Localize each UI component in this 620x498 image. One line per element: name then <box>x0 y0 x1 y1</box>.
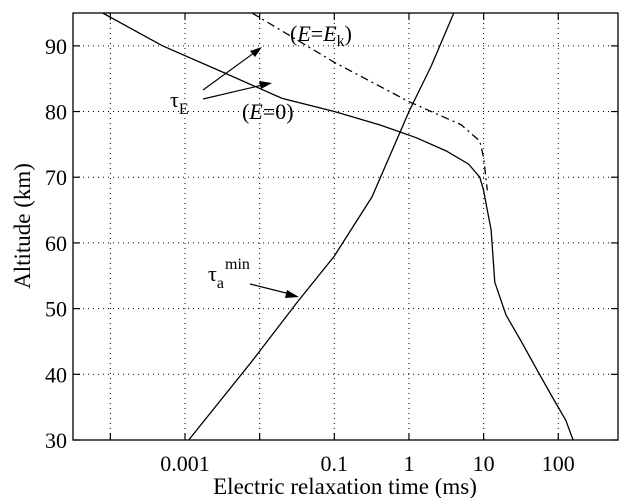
y-tick-label: 80 <box>45 100 67 125</box>
ek-rhs-subscript: k <box>337 33 345 50</box>
e0-equals-zero: =0 <box>263 99 286 124</box>
x-tick-label: 0.1 <box>321 451 349 476</box>
annotation-tau-a-min: τamin <box>208 256 250 292</box>
ek-lhs: E <box>296 21 311 46</box>
tick-labels: 0.001 0.1 1 10 100 30 40 50 60 70 80 90 <box>45 34 575 476</box>
ticks <box>73 13 620 440</box>
grid <box>73 13 620 440</box>
y-axis-title: Altitude (km) <box>10 163 35 289</box>
tau-a-superscript: min <box>225 256 250 273</box>
x-tick-label: 100 <box>542 451 575 476</box>
e0-close-paren: ) <box>286 99 293 124</box>
tau-a-symbol: τ <box>208 261 217 286</box>
series-tau-a-min-line <box>189 13 454 440</box>
y-tick-label: 60 <box>45 231 67 256</box>
x-axis-title: Electric relaxation time (ms) <box>213 474 477 498</box>
y-tick-label: 50 <box>45 297 67 322</box>
ek-open-paren: ( <box>290 21 297 46</box>
x-tick-label: 10 <box>473 451 495 476</box>
e0-lhs: E <box>248 99 263 124</box>
x-tick-label: 1 <box>403 451 414 476</box>
arrow-tau-e-to-e0-curve <box>203 84 267 99</box>
y-tick-label: 40 <box>45 362 67 387</box>
y-tick-label: 70 <box>45 165 67 190</box>
ek-close-paren: ) <box>345 21 352 46</box>
e0-open-paren: ( <box>242 99 249 124</box>
tau-e-subscript: E <box>179 101 189 118</box>
annotation-e-equals-ek: (E=Ek) <box>290 21 352 50</box>
arrowhead-tau-e-to-ek-curve <box>250 47 262 57</box>
series-tau-e-e0-line <box>103 13 573 440</box>
plot-frame <box>73 13 618 440</box>
annotation-tau-e: τE <box>170 87 189 118</box>
y-tick-label: 90 <box>45 34 67 59</box>
tau-a-subscript: a <box>217 275 224 292</box>
annotation-e-equals-zero: (E=0) <box>242 99 294 124</box>
arrowhead-tau-a-min-to-curve <box>285 290 299 298</box>
ek-rhs: E <box>322 21 337 46</box>
tau-e-symbol: τ <box>170 87 179 112</box>
arrowhead-tau-e-to-e0-curve <box>259 81 272 89</box>
ek-equals: = <box>311 21 323 46</box>
series-layer <box>103 13 573 440</box>
y-tick-label: 30 <box>45 428 67 453</box>
x-tick-label: 0.001 <box>160 451 210 476</box>
